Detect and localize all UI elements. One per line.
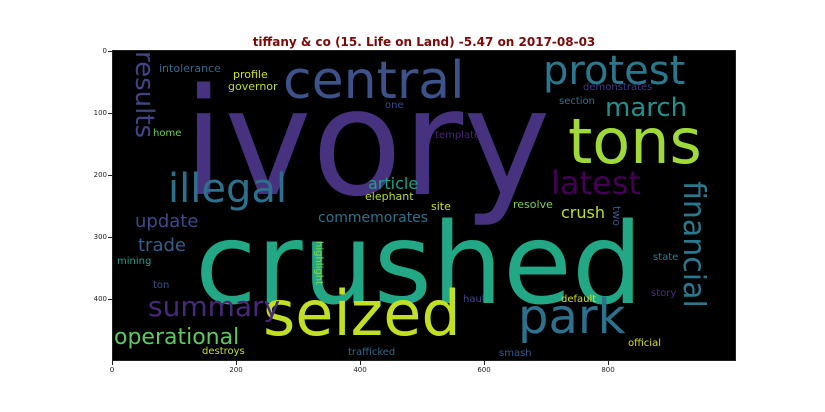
word-tons: tons [568, 105, 702, 178]
y-tick-mark [108, 113, 112, 114]
y-tick-mark [108, 237, 112, 238]
word-highlight: highlight [313, 241, 324, 285]
x-tick-label: 400 [353, 366, 367, 374]
word-crush: crush [561, 203, 605, 222]
chart-title: tiffany & co (15. Life on Land) -5.47 on… [252, 35, 596, 49]
word-ton: ton [153, 280, 170, 291]
x-tick-label: 200 [229, 366, 243, 374]
x-tick-mark [484, 361, 485, 365]
word-commemorates: commemorates [318, 210, 429, 226]
y-tick-mark [108, 51, 112, 52]
x-tick-label: 800 [601, 366, 615, 374]
word-official: official [628, 338, 661, 349]
word-intolerance: intolerance [159, 62, 221, 75]
y-tick-label: 0 [102, 47, 107, 55]
word-trade: trade [138, 235, 186, 256]
word-ivory: ivory [183, 57, 551, 229]
word-march: march [605, 93, 688, 123]
word-trafficked: trafficked [348, 347, 396, 358]
word-central: central [283, 51, 465, 111]
y-tick-mark [108, 175, 112, 176]
x-tick-mark [360, 361, 361, 365]
word-site: site [431, 200, 451, 213]
y-tick-label: 200 [93, 171, 107, 179]
y-tick-label: 300 [93, 233, 107, 241]
word-section: section [559, 96, 596, 107]
word-elephant: elephant [365, 190, 414, 203]
word-crushed: crushed [195, 200, 643, 330]
y-tick-label: 100 [93, 109, 107, 117]
word-default: default [561, 294, 597, 305]
word-story: story [651, 288, 677, 299]
word-home: home [153, 128, 182, 139]
word-cloud: ivory crushed seized tons central protest park… [113, 51, 735, 360]
x-tick-mark [608, 361, 609, 365]
y-tick-mark [108, 299, 112, 300]
word-article: article [368, 174, 419, 193]
word-state: state [653, 252, 679, 263]
word-financial: financial [676, 181, 711, 308]
word-latest: latest [551, 164, 641, 202]
word-one: one [385, 100, 404, 111]
word-summary: summary [148, 290, 281, 323]
x-tick-mark [112, 361, 113, 365]
word-destroys: destroys [202, 346, 245, 357]
x-tick-label: 0 [109, 366, 115, 374]
word-two: two [610, 206, 623, 227]
word-haul: haul [463, 294, 485, 305]
word-protest: protest [543, 51, 686, 94]
word-results: results [129, 51, 159, 139]
word-operational: operational [114, 325, 240, 350]
word-park: park [518, 289, 626, 345]
word-governor: governor [228, 80, 278, 93]
word-cloud-panel: ivory crushed seized tons central protest park… [112, 50, 736, 361]
word-seized: seized [263, 277, 461, 350]
x-tick-mark [236, 361, 237, 365]
word-mining: mining [117, 256, 152, 267]
y-tick-label: 400 [93, 295, 107, 303]
word-smash: smash [499, 348, 532, 359]
word-demonstrates: demonstrates [583, 82, 653, 93]
word-template: template [435, 130, 481, 141]
word-resolve: resolve [513, 198, 553, 211]
word-illegal: illegal [168, 166, 287, 212]
x-tick-label: 600 [477, 366, 491, 374]
word-update: update [135, 211, 199, 232]
word-profile: profile [233, 68, 268, 81]
